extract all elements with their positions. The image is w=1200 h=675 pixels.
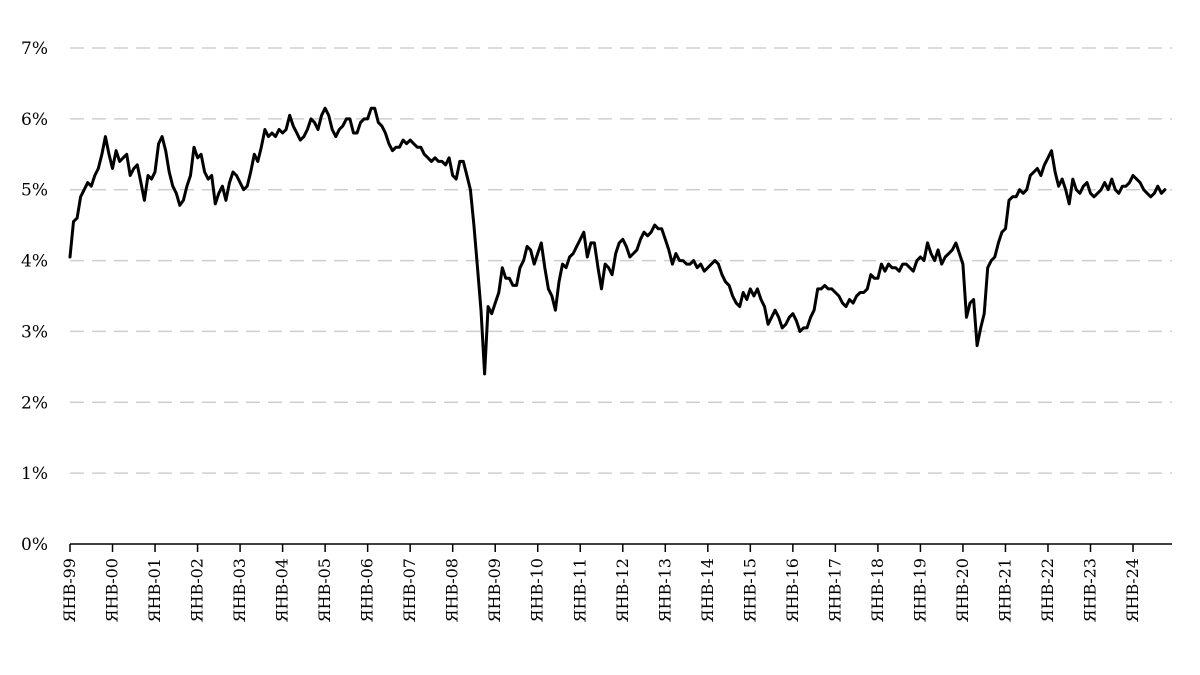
x-tick-label: ЯНВ-24 <box>1123 558 1142 622</box>
y-tick-label: 4% <box>21 252 48 272</box>
x-tick-label: ЯНВ-17 <box>825 558 844 622</box>
x-tick-label: ЯНВ-18 <box>868 558 887 622</box>
x-tick-label: ЯНВ-01 <box>145 558 164 622</box>
y-tick-label: 2% <box>21 393 48 413</box>
x-tick-label: ЯНВ-12 <box>613 558 632 622</box>
x-tick-label: ЯНВ-15 <box>740 558 759 622</box>
x-tick-label: ЯНВ-14 <box>698 558 717 622</box>
x-tick-label: ЯНВ-08 <box>443 558 462 622</box>
x-tick-label: ЯНВ-20 <box>953 558 972 622</box>
x-tick-label: ЯНВ-99 <box>60 558 79 622</box>
gridlines <box>70 47 1172 474</box>
x-tick-label: ЯНВ-10 <box>528 558 547 622</box>
x-axis-ticks <box>69 544 1134 552</box>
x-tick-label: ЯНВ-03 <box>230 558 249 622</box>
series-line-0 <box>68 106 1167 376</box>
y-tick-label: 3% <box>21 322 48 342</box>
y-tick-label: 5% <box>21 181 48 201</box>
x-tick-label: ЯНВ-07 <box>400 558 419 622</box>
x-axis-tick-labels: ЯНВ-99 ЯНВ-00 ЯНВ-01 ЯНВ-02 ЯНВ-03 ЯНВ-04 ЯНВ-… <box>60 558 1142 622</box>
series-layer <box>68 106 1167 376</box>
y-tick-label: 0% <box>21 535 48 555</box>
y-axis-tick-labels: 0% 1% 2% 3% 4% 5% 6% 7% <box>21 39 48 555</box>
x-tick-label: ЯНВ-22 <box>1038 558 1057 622</box>
y-tick-label: 1% <box>21 464 48 484</box>
x-tick-label: ЯНВ-11 <box>570 558 589 622</box>
x-tick-label: ЯНВ-04 <box>273 558 292 622</box>
x-tick-label: ЯНВ-16 <box>783 558 802 622</box>
x-tick-label: ЯНВ-05 <box>315 558 334 622</box>
x-tick-label: ЯНВ-21 <box>995 558 1014 622</box>
y-tick-label: 7% <box>21 39 48 59</box>
x-tick-label: ЯНВ-09 <box>485 558 504 622</box>
x-tick-label: ЯНВ-00 <box>103 558 122 622</box>
x-tick-label: ЯНВ-13 <box>655 558 674 622</box>
x-tick-label: ЯНВ-02 <box>188 558 207 622</box>
x-tick-label: ЯНВ-06 <box>358 558 377 622</box>
x-tick-label: ЯНВ-19 <box>910 558 929 622</box>
y-tick-label: 6% <box>21 110 48 130</box>
x-tick-label: ЯНВ-23 <box>1081 558 1100 622</box>
